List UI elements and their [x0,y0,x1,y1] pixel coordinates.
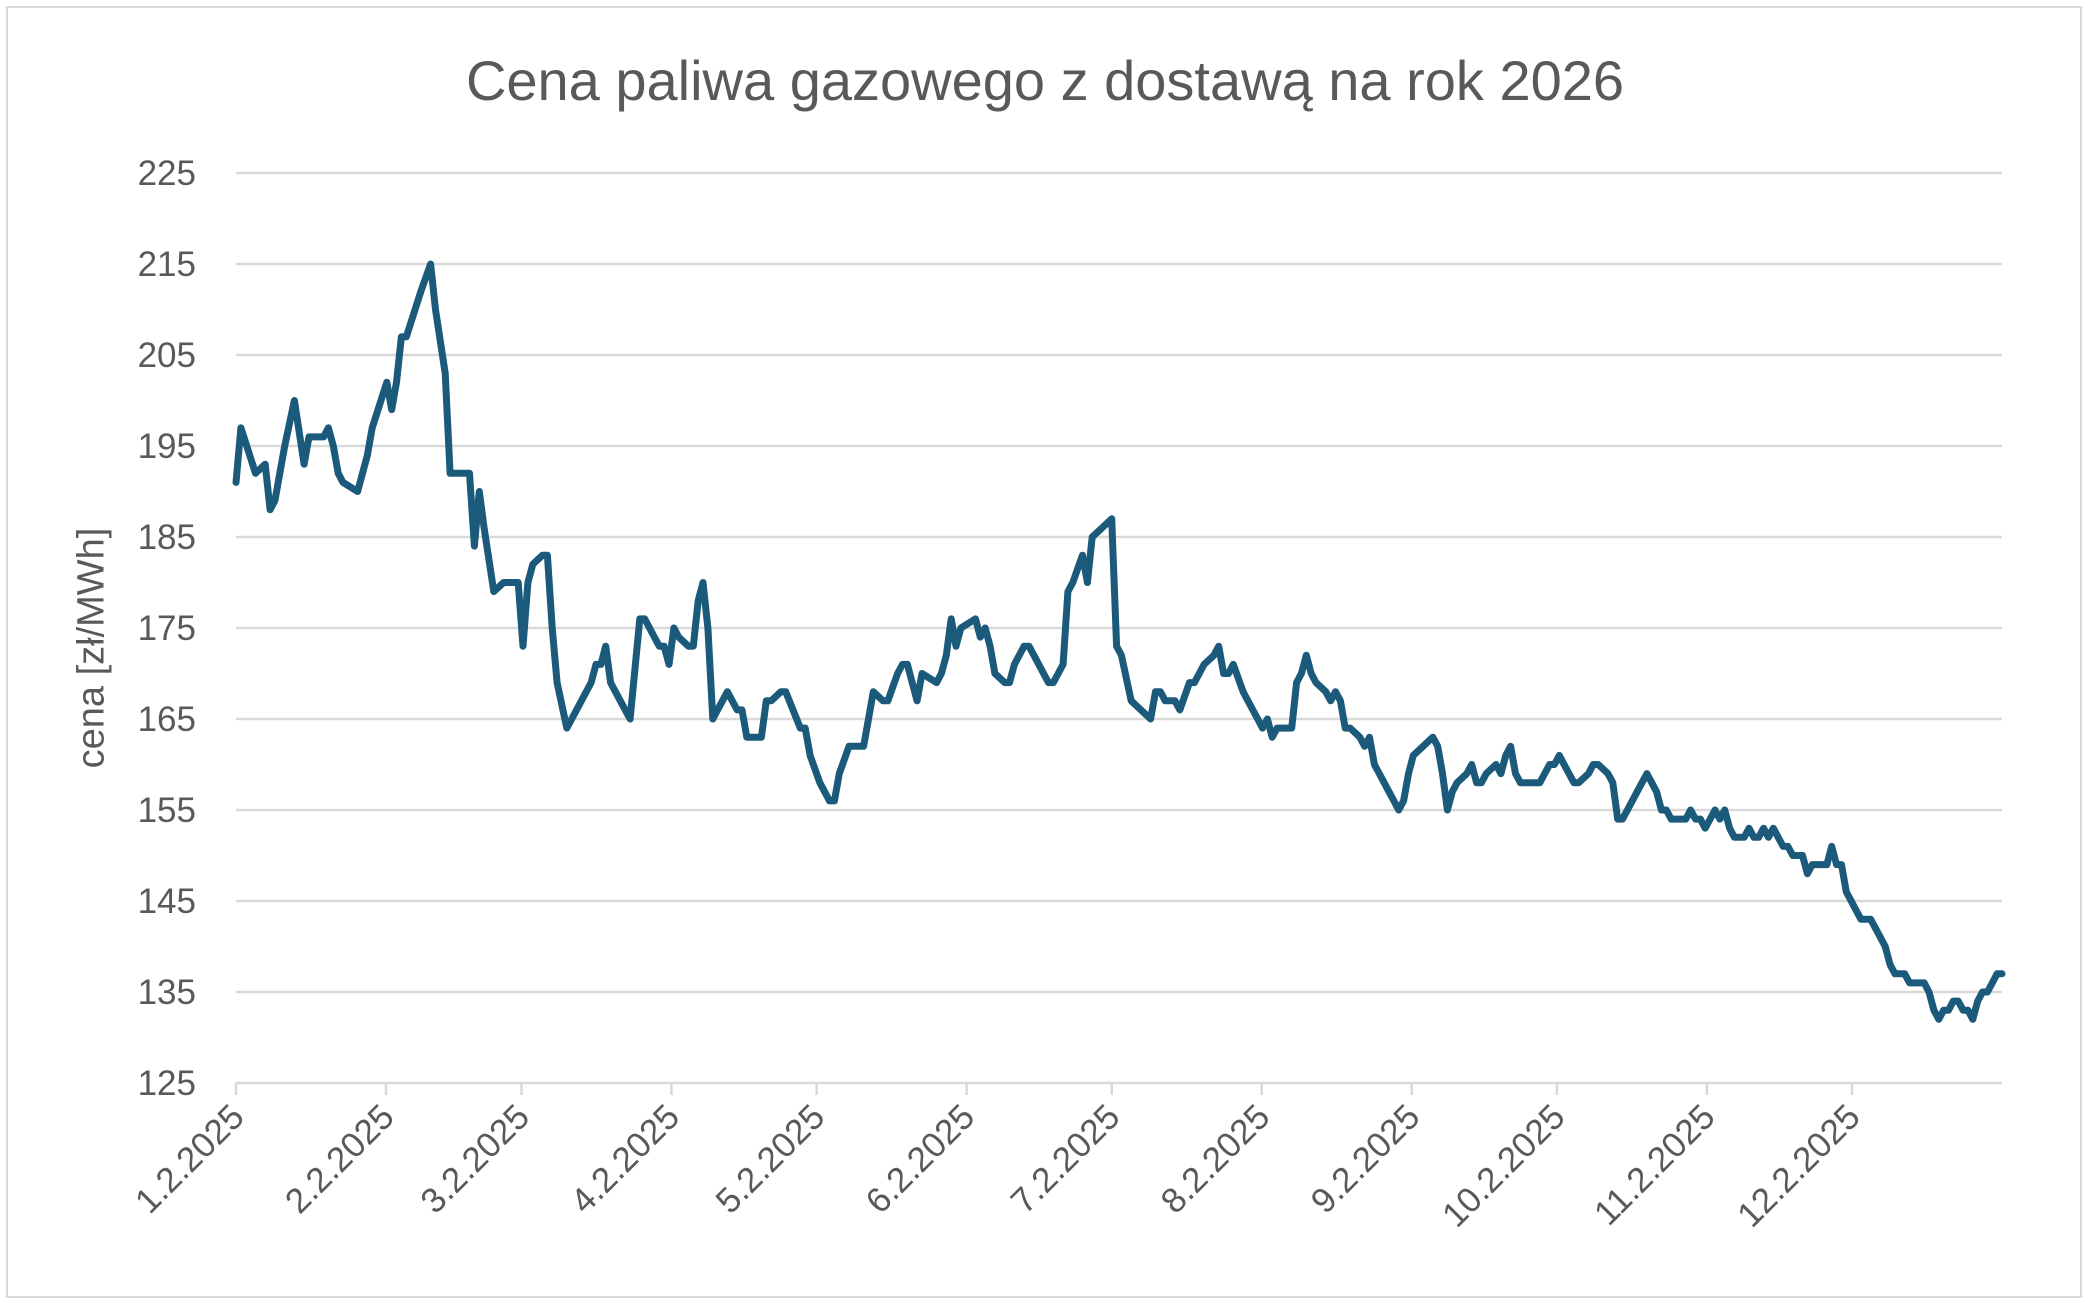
x-tick-label: 10.2.2025 [1435,1097,1573,1235]
y-tick-label: 165 [138,700,196,739]
y-tick-label: 195 [138,427,196,466]
y-tick-labels: 125 135 145 155 165 175 185 195 205 215 225 [138,154,196,1103]
x-tick-label: 3.2.2025 [413,1097,537,1221]
y-tick-label: 155 [138,791,196,830]
y-tick-label: 135 [138,973,196,1012]
y-tick-label: 225 [138,154,196,193]
x-tick-label: 2.2.2025 [278,1097,402,1221]
x-tick-label: 5.2.2025 [708,1097,832,1221]
chart-title: Cena paliwa gazowego z dostawą na rok 20… [465,49,1625,112]
price-series [232,260,2006,1023]
y-tick-label: 205 [138,336,196,375]
y-tick-label: 125 [138,1064,196,1103]
x-tick-label: 11.2.2025 [1587,1097,1723,1233]
x-tick-label: 9.2.2025 [1303,1097,1427,1221]
x-tick-label: 6.2.2025 [858,1097,982,1221]
y-tick-label: 145 [138,882,196,921]
x-tick-label: 8.2.2025 [1153,1097,1277,1221]
y-tick-label: 215 [138,245,196,284]
x-tick-label: 4.2.2025 [563,1097,687,1221]
series-line [232,260,2006,1023]
y-tick-label: 175 [138,609,196,648]
x-tick-label: 7.2.2025 [1003,1097,1127,1221]
y-tick-label: 185 [138,518,196,557]
x-tick-label: 12.2.2025 [1730,1097,1868,1235]
x-tick-label: 1.2.2025 [128,1097,252,1221]
x-tick-labels: 1.2.2025 2.2.2025 3.2.2025 4.2.2025 5.2.2025… [128,1083,1868,1235]
